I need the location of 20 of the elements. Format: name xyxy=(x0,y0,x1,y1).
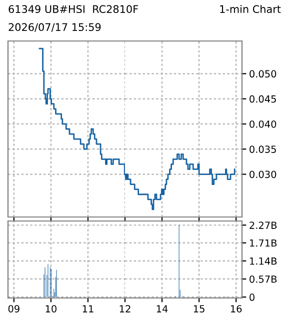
x-tick-label: 10 xyxy=(46,305,56,312)
y-tick-label: 0.045 xyxy=(250,95,276,103)
x-tick-label: 14 xyxy=(156,305,168,312)
y-tick-label: 0.035 xyxy=(250,146,276,153)
y-tick-label: 2.27B xyxy=(250,222,277,229)
y-tick-label: 1.71B xyxy=(250,239,277,247)
y-tick-label: 0.050 xyxy=(250,70,276,78)
x-tick-label: 16 xyxy=(230,305,242,312)
chart-title: 1-min Chart xyxy=(220,4,281,14)
x-tick-label: 12 xyxy=(120,305,130,312)
y-tick-label: 0.57B xyxy=(250,275,277,283)
y-tick-label: 0.040 xyxy=(250,120,276,128)
text: 2026/07/17 15:59 xyxy=(8,23,101,32)
x-tick-label: 11 xyxy=(82,305,94,312)
y-tick-label: 0.030 xyxy=(250,170,276,178)
y-tick-label: 1.14B xyxy=(250,258,277,265)
chart-title: 61349 UB#HSI RC2810F xyxy=(8,5,138,14)
x-tick-label: 15 xyxy=(194,305,204,312)
x-tick-label: 09 xyxy=(8,305,20,312)
y-tick-label: 0 xyxy=(250,294,254,301)
